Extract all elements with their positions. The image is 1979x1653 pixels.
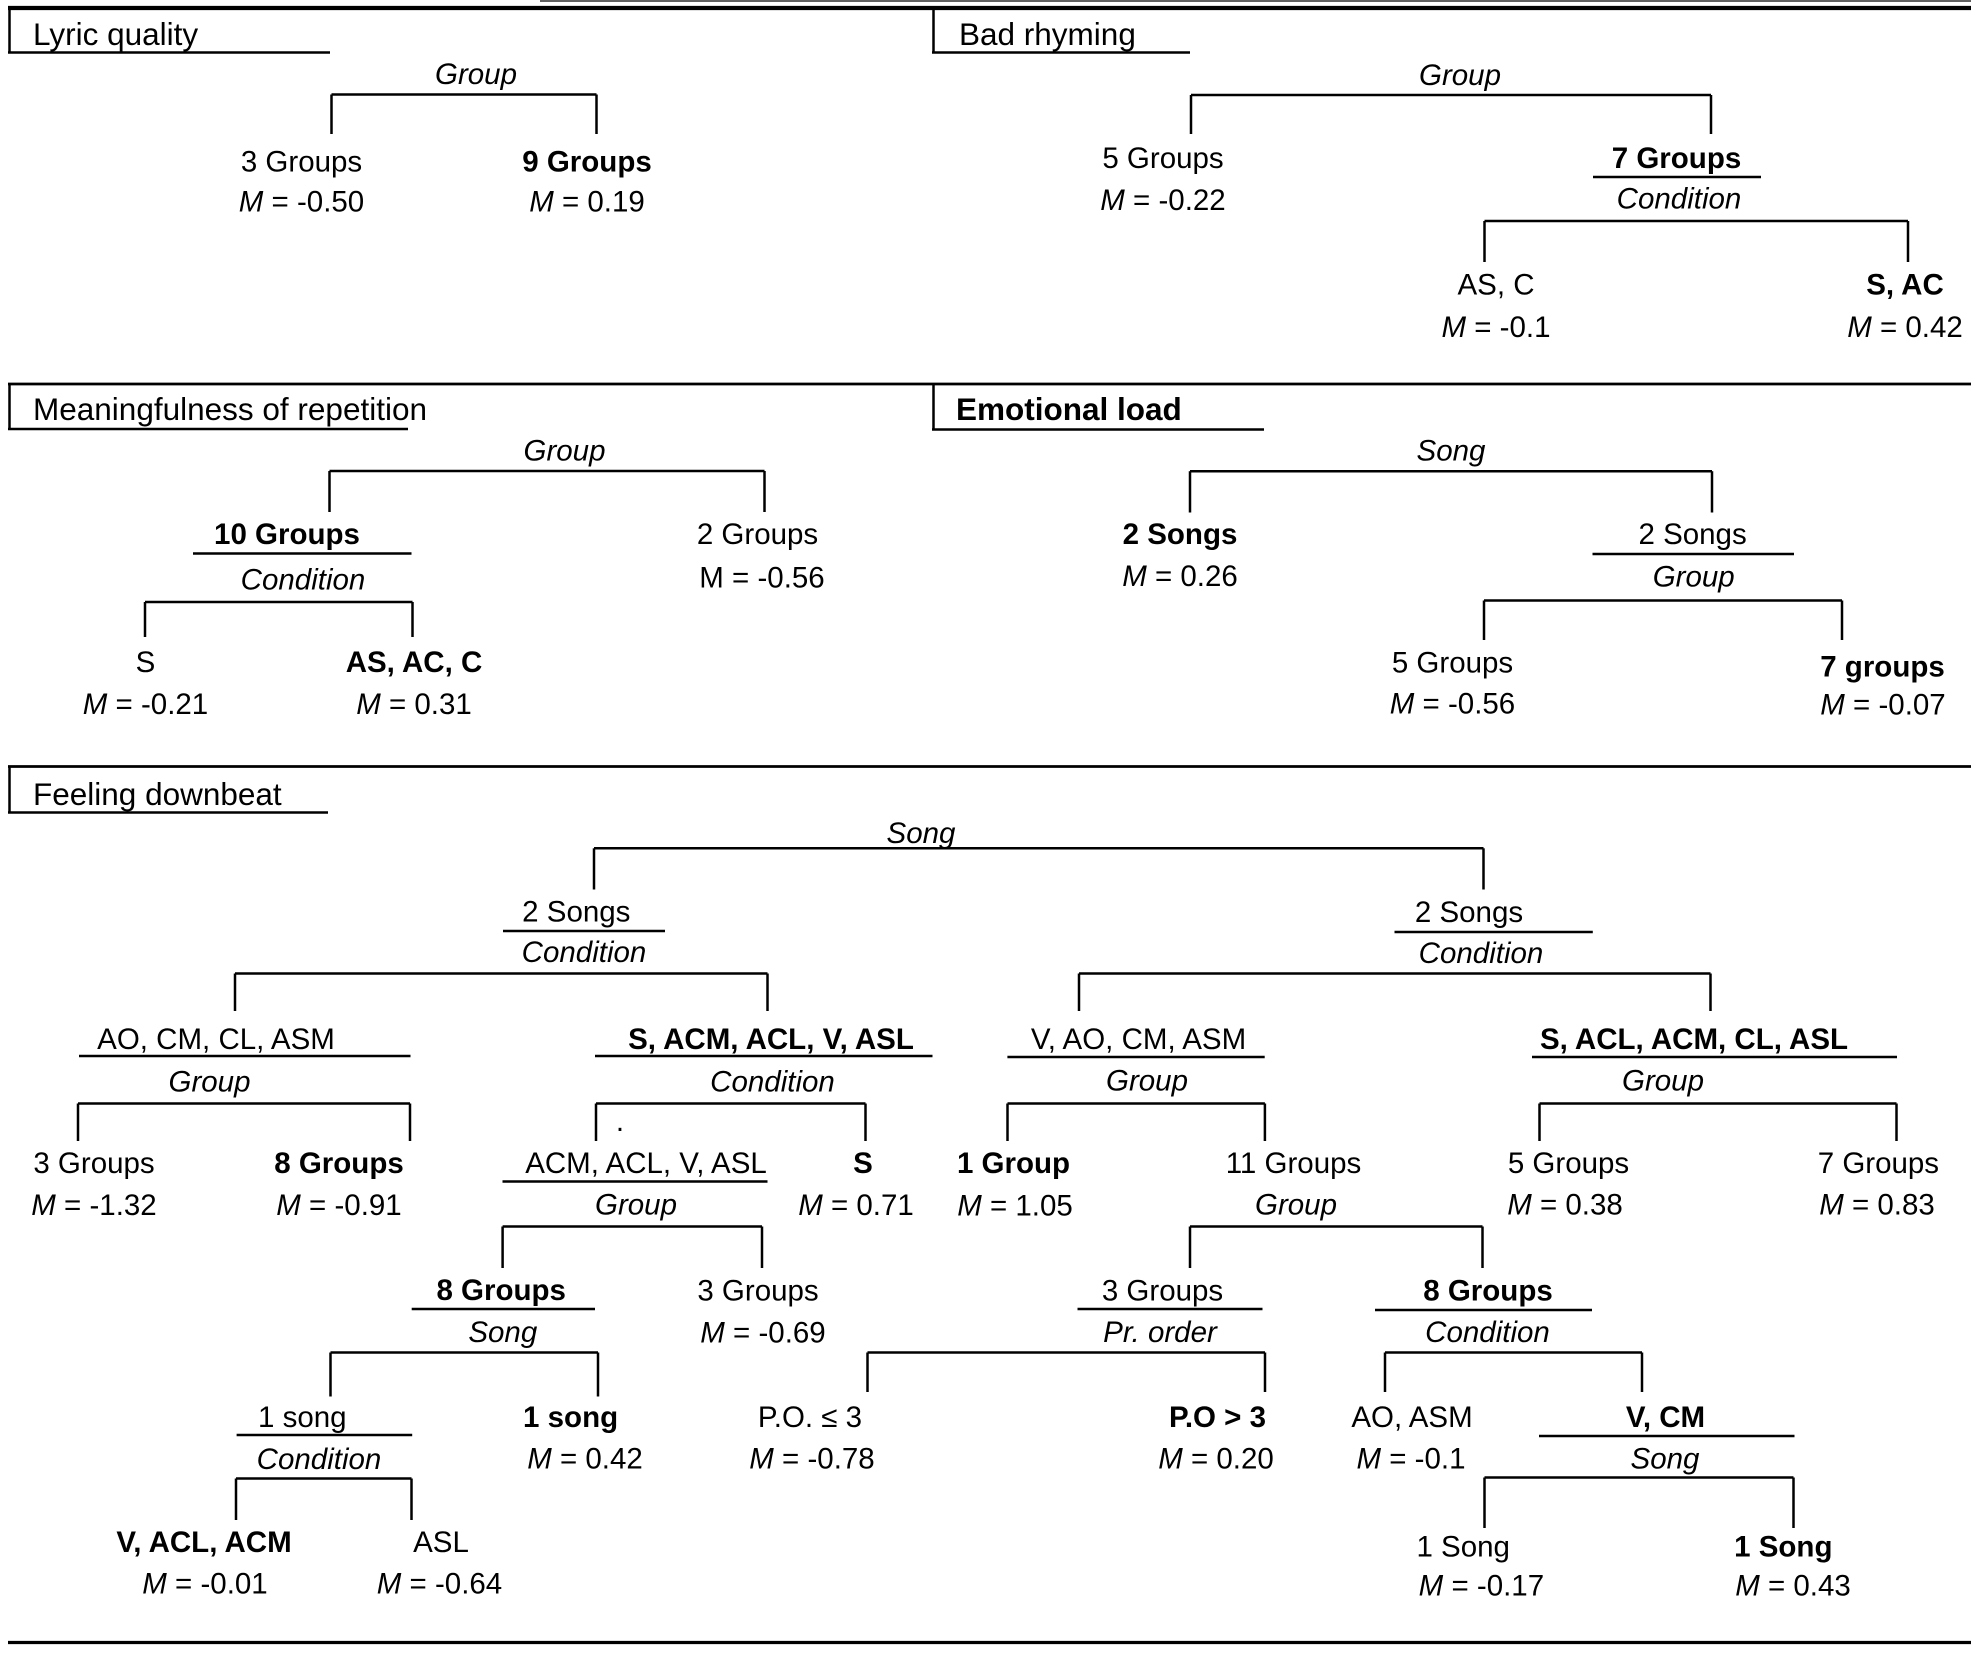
svg-text:2 Songs: 2 Songs [1123,518,1238,551]
svg-text:Song: Song [468,1316,537,1349]
svg-text:M = -0.50: M = -0.50 [239,186,364,219]
svg-text:S, ACM, ACL, V, ASL: S, ACM, ACL, V, ASL [628,1023,914,1056]
svg-text:M = -0.1: M = -0.1 [1356,1442,1465,1475]
svg-text:M = 0.43: M = 0.43 [1735,1570,1851,1603]
svg-text:M = -0.17: M = -0.17 [1419,1570,1544,1603]
svg-text:M = -0.07: M = -0.07 [1820,689,1945,722]
svg-text:V, CM: V, CM [1626,1401,1705,1434]
svg-text:3 Groups: 3 Groups [241,146,362,179]
svg-text:3 Groups: 3 Groups [1102,1275,1223,1308]
svg-text:Condition: Condition [710,1066,835,1099]
svg-text:Group: Group [1106,1065,1188,1098]
svg-text:5 Groups: 5 Groups [1392,646,1513,679]
svg-text:7 groups: 7 groups [1820,651,1945,684]
svg-text:9 Groups: 9 Groups [522,146,652,179]
svg-text:Pr. order: Pr. order [1103,1316,1218,1349]
svg-text:M = -1.32: M = -1.32 [31,1189,156,1222]
svg-text:2 Songs: 2 Songs [522,896,630,929]
svg-text:AS, AC, C: AS, AC, C [346,646,483,679]
svg-text:M = -0.78: M = -0.78 [749,1442,874,1475]
svg-text:S, ACL, ACM, CL, ASL: S, ACL, ACM, CL, ASL [1540,1023,1848,1056]
svg-text:3 Groups: 3 Groups [697,1275,818,1308]
svg-text:3 Groups: 3 Groups [33,1147,154,1180]
svg-text:Bad rhyming: Bad rhyming [959,16,1136,52]
svg-text:Group: Group [1255,1189,1337,1222]
svg-text:M = 0.71: M = 0.71 [798,1189,914,1222]
svg-text:Feeling downbeat: Feeling downbeat [33,776,282,812]
svg-text:M = 0.31: M = 0.31 [356,688,472,721]
svg-text:M = 0.42: M = 0.42 [527,1442,643,1475]
svg-text:7 Groups: 7 Groups [1612,142,1742,175]
svg-text:.: . [616,1105,624,1138]
svg-text:5 Groups: 5 Groups [1102,142,1223,175]
svg-text:8 Groups: 8 Groups [274,1147,404,1180]
svg-text:Group: Group [524,435,606,468]
svg-text:Group: Group [1622,1065,1704,1098]
svg-text:Group: Group [435,58,517,91]
svg-text:M = -0.01: M = -0.01 [142,1568,267,1601]
svg-text:M = 0.20: M = 0.20 [1158,1442,1274,1475]
svg-text:5 Groups: 5 Groups [1508,1147,1629,1180]
svg-text:V, AO, CM, ASM: V, AO, CM, ASM [1031,1023,1246,1056]
svg-text:S: S [136,646,156,679]
svg-text:V, ACL, ACM: V, ACL, ACM [116,1526,291,1559]
svg-text:Lyric quality: Lyric quality [33,16,198,52]
svg-text:ACM, ACL, V, ASL: ACM, ACL, V, ASL [525,1147,767,1180]
svg-text:1 Song: 1 Song [1416,1531,1510,1564]
svg-text:Group: Group [1419,59,1501,92]
svg-text:Group: Group [1653,560,1735,593]
svg-text:7 Groups: 7 Groups [1818,1147,1939,1180]
svg-text:M = -0.1: M = -0.1 [1441,311,1550,344]
svg-text:M = -0.56: M = -0.56 [699,561,824,594]
svg-text:AO, CM, CL, ASM: AO, CM, CL, ASM [97,1023,335,1056]
svg-text:M = 0.26: M = 0.26 [1122,560,1238,593]
svg-text:M = 0.83: M = 0.83 [1819,1189,1935,1222]
svg-text:2 Groups: 2 Groups [697,518,818,551]
svg-text:P.O. ≤ 3: P.O. ≤ 3 [758,1401,862,1434]
svg-text:S, AC: S, AC [1866,269,1944,302]
svg-text:M = -0.69: M = -0.69 [700,1317,825,1350]
svg-text:1 Group: 1 Group [957,1147,1070,1180]
svg-text:10 Groups: 10 Groups [214,518,360,551]
svg-text:Song: Song [1417,435,1486,468]
svg-text:M = -0.64: M = -0.64 [377,1568,502,1601]
svg-text:11 Groups: 11 Groups [1226,1147,1362,1180]
svg-text:Condition: Condition [241,564,366,597]
svg-text:8 Groups: 8 Groups [436,1274,566,1307]
svg-text:Emotional load: Emotional load [956,391,1182,427]
svg-text:Group: Group [169,1066,251,1099]
svg-text:M = 0.42: M = 0.42 [1847,311,1963,344]
svg-text:8 Groups: 8 Groups [1423,1275,1553,1308]
svg-text:2 Songs: 2 Songs [1638,518,1746,551]
svg-text:M = -0.22: M = -0.22 [1100,184,1225,217]
svg-text:Song: Song [1631,1442,1700,1475]
svg-text:M = -0.91: M = -0.91 [276,1189,401,1222]
svg-text:Condition: Condition [257,1443,382,1476]
svg-text:M = 0.19: M = 0.19 [529,186,645,219]
svg-text:M = 1.05: M = 1.05 [957,1190,1073,1223]
svg-text:Condition: Condition [1617,182,1742,215]
svg-text:AO, ASM: AO, ASM [1351,1401,1472,1434]
svg-text:M = -0.56: M = -0.56 [1390,688,1515,721]
svg-text:AS, C: AS, C [1457,269,1534,302]
svg-text:ASL: ASL [413,1526,469,1559]
svg-text:M = -0.21: M = -0.21 [83,688,208,721]
svg-text:2 Songs: 2 Songs [1415,896,1523,929]
svg-text:1 song: 1 song [258,1401,347,1434]
svg-text:Group: Group [595,1189,677,1222]
svg-text:Condition: Condition [522,936,647,969]
svg-text:P.O > 3: P.O > 3 [1169,1401,1266,1434]
svg-text:1 Song: 1 Song [1734,1531,1832,1564]
svg-text:M = 0.38: M = 0.38 [1507,1189,1623,1222]
svg-text:S: S [853,1147,873,1180]
svg-text:Song: Song [887,817,956,850]
svg-text:Meaningfulness of repetition: Meaningfulness of repetition [33,391,427,427]
svg-text:1 song: 1 song [523,1401,618,1434]
svg-text:Condition: Condition [1419,937,1544,970]
svg-text:Condition: Condition [1425,1316,1550,1349]
